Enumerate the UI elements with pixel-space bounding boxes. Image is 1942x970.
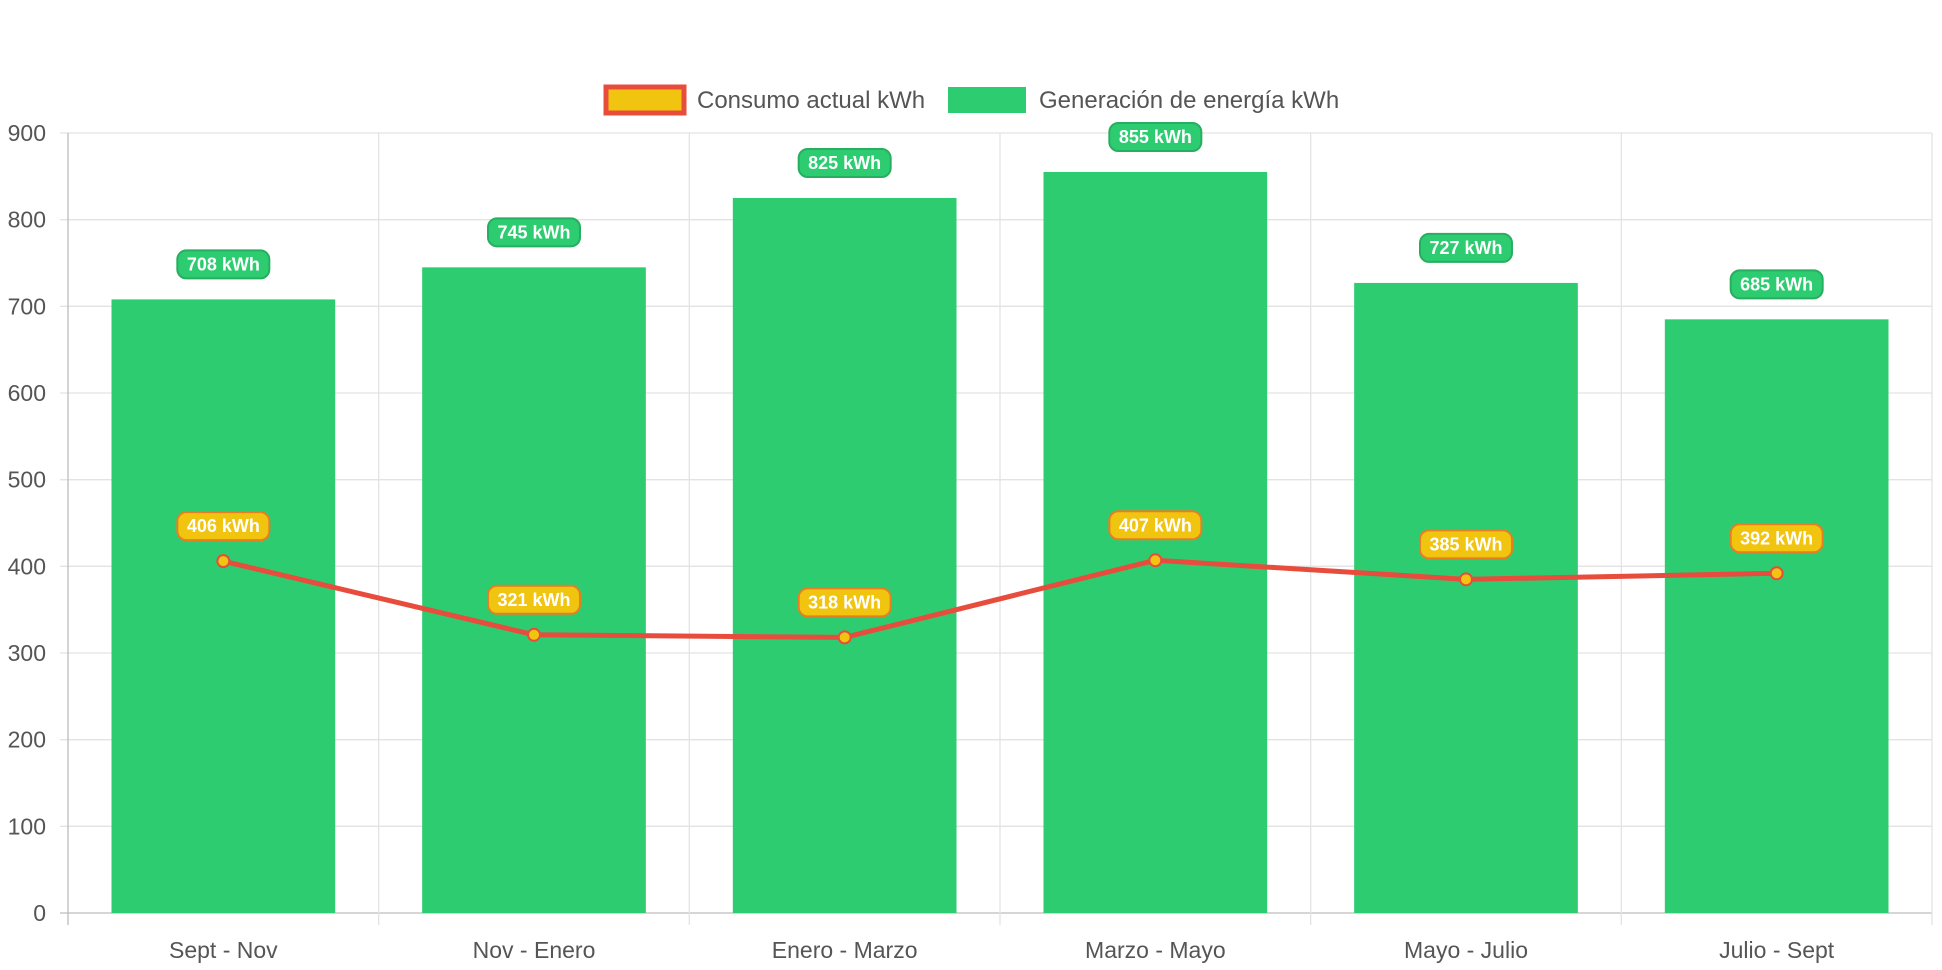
y-tick-label: 100: [8, 813, 46, 839]
line-data-label: 318 kWh: [808, 592, 881, 612]
bar: [1354, 282, 1578, 913]
legend-label-generacion: Generación de energía kWh: [1039, 87, 1339, 114]
y-tick-label: 0: [33, 900, 46, 926]
legend-label-consumo: Consumo actual kWh: [697, 87, 925, 114]
bar-data-label-box: [1729, 269, 1824, 300]
line-data-label: 385 kWh: [1429, 534, 1502, 554]
bar-data-label-box: [797, 148, 892, 178]
bar-data-label: 685 kWh: [1740, 274, 1813, 294]
x-tick-label: Marzo - Mayo: [1085, 937, 1226, 963]
line-path: [222, 557, 1777, 640]
bar: [111, 299, 336, 913]
line-data-label-box: [1729, 523, 1824, 554]
x-tick-label: Sept - Nov: [169, 937, 278, 963]
bar-data-label: 825 kWh: [808, 153, 881, 173]
line-point: [1148, 553, 1163, 568]
bar: [1043, 172, 1268, 913]
data-labels: 708 kWh 745 kWh 825 kWh 855 kWh 727 kWh 685 k…: [176, 122, 1824, 618]
line-data-label-box: [1108, 510, 1203, 541]
bar-data-label-box: [487, 217, 581, 248]
line-point: [1459, 572, 1473, 587]
legend[interactable]: Consumo actual kWh Generación de energía …: [603, 84, 1339, 116]
line-data-label-box: [1419, 529, 1513, 560]
bar-data-label-box: [176, 249, 271, 280]
y-tick-label: 200: [8, 727, 46, 753]
x-tick-label: Enero - Marzo: [772, 937, 918, 963]
y-tick-label: 600: [8, 380, 46, 406]
y-tick-label: 800: [8, 207, 46, 233]
y-tick-label: 300: [8, 640, 46, 666]
line-point: [527, 627, 541, 642]
bar-data-label-box: [1419, 232, 1513, 263]
bar-data-label-box: [1108, 122, 1203, 152]
bar: [1664, 319, 1889, 913]
line-data-label-box: [176, 511, 271, 542]
line-point: [837, 630, 852, 645]
y-tick-label: 900: [8, 120, 46, 146]
x-tick-label: Julio - Sept: [1719, 937, 1835, 963]
bar-data-label: 745 kWh: [497, 222, 570, 242]
line-data-label-box: [797, 587, 892, 618]
y-tick-label: 400: [8, 553, 46, 579]
legend-swatch-consumo: [603, 84, 687, 116]
line-point: [1769, 566, 1784, 581]
line-series: [216, 553, 1784, 645]
legend-item-consumo[interactable]: Consumo actual kWh: [603, 84, 925, 116]
bar-data-label: 727 kWh: [1429, 238, 1502, 258]
bar: [732, 198, 957, 913]
bar-data-label: 708 kWh: [187, 254, 260, 274]
x-tick-label: Mayo - Julio: [1404, 937, 1528, 963]
line-data-label: 321 kWh: [497, 590, 570, 610]
y-tick-label: 500: [8, 467, 46, 493]
legend-swatch-generacion: [948, 87, 1026, 113]
line-point: [216, 554, 231, 569]
legend-item-generacion[interactable]: Generación de energía kWh: [948, 87, 1339, 114]
line-data-label: 407 kWh: [1119, 515, 1192, 535]
bar-data-label: 855 kWh: [1119, 127, 1192, 147]
line-data-label: 392 kWh: [1740, 528, 1813, 548]
line-data-label-box: [487, 584, 581, 615]
y-tick-label: 700: [8, 293, 46, 319]
x-tick-label: Nov - Enero: [473, 937, 596, 963]
axes: 0 100 200 300 400 500 600 700 800 900 Sept - Nov No…: [8, 120, 1835, 963]
line-data-label: 406 kWh: [187, 516, 260, 536]
grid: [60, 132, 1933, 925]
